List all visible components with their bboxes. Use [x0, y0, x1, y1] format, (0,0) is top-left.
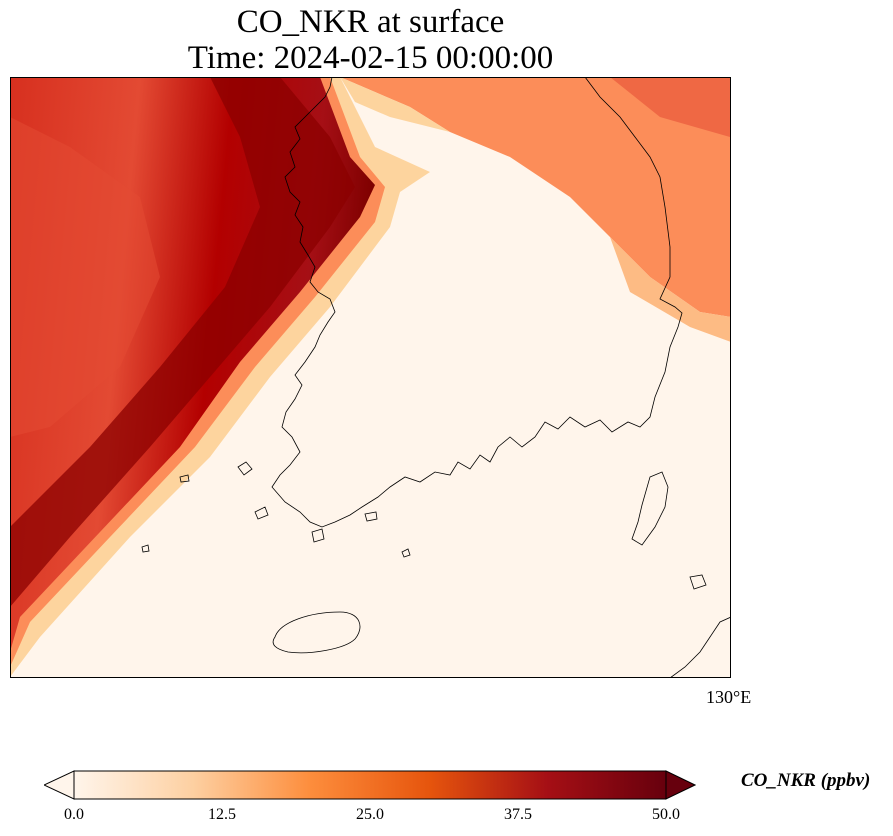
map-frame: [10, 77, 731, 678]
ne-moderate-band: [340, 77, 731, 317]
tsushima-island: [631, 471, 669, 546]
west-islands-4: [364, 511, 378, 522]
plume-lighter-west: [10, 117, 160, 437]
colorbar-label: CO_NKR (ppbv): [741, 770, 871, 791]
colorbar-tick-0: 0.0: [64, 806, 84, 823]
map-subtitle-time: Time: 2024-02-15 00:00:00: [187, 40, 554, 76]
japan-kyushu-coast: [669, 616, 731, 678]
ne-high-patch: [490, 77, 731, 137]
jeju-island: [272, 611, 361, 654]
map-title: CO_NKR at surface: [236, 4, 505, 40]
map-plot-area: [10, 77, 731, 678]
colorbar-extend-max: [665, 770, 696, 800]
colorbar-extend-min: [44, 770, 75, 800]
colorbar-tick-4: 50.0: [652, 806, 680, 823]
small-island-w: [141, 544, 150, 553]
plume-core: [10, 77, 355, 607]
small-island-sw: [401, 548, 411, 558]
ne-light-band: [610, 237, 731, 342]
east-islet: [689, 574, 707, 590]
colorbar-tick-3: 37.5: [504, 806, 532, 823]
longitude-tick-label: 130°E: [706, 687, 752, 707]
korea-coastline: [271, 77, 683, 528]
west-islands-1: [237, 461, 253, 476]
ne-edge-band: [340, 77, 450, 132]
colorbar-tick-1: 12.5: [208, 806, 236, 823]
colorbar: [44, 770, 696, 800]
coastlines: [141, 77, 731, 678]
small-island-nw: [179, 474, 190, 483]
west-islands-2: [254, 506, 269, 520]
west-islands-3: [311, 528, 325, 543]
colorbar-tick-2: 25.0: [356, 806, 384, 823]
colorbar-gradient: [73, 770, 667, 800]
